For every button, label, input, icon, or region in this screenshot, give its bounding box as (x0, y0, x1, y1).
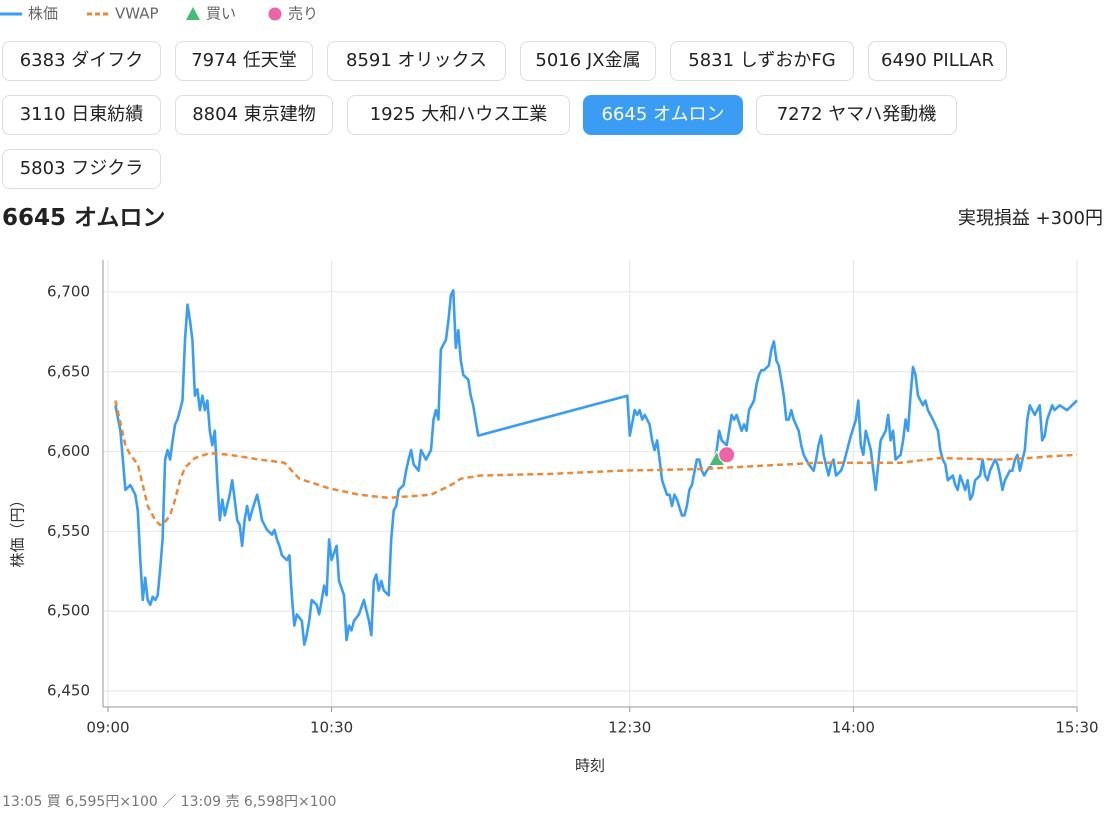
stock-tab[interactable]: 1925 大和ハウス工業 (347, 95, 570, 135)
stock-tab[interactable]: 7974 任天堂 (175, 41, 313, 81)
y-tick-label: 6,450 (47, 682, 90, 700)
vwap-line (114, 400, 1078, 527)
y-tick-label: 6,650 (47, 362, 90, 380)
trade-summary: 13:05 買 6,595円×100 ／ 13:09 売 6,598円×100 (2, 794, 337, 810)
y-tick-label: 6,700 (47, 282, 90, 300)
stock-title: 6645 オムロン (2, 205, 166, 231)
x-tick-label: 14:00 (832, 719, 875, 737)
stock-tab[interactable]: 5831 しずおかFG (670, 41, 854, 81)
legend-label: 売り (288, 5, 318, 23)
x-tick-label: 12:30 (608, 719, 651, 737)
stock-tab[interactable]: 6490 PILLAR (868, 41, 1007, 81)
price-line (114, 289, 1078, 646)
y-tick-label: 6,600 (47, 442, 90, 460)
y-tick-label: 6,500 (47, 602, 90, 620)
legend-label: 株価 (28, 5, 58, 23)
stock-tab[interactable]: 5803 フジクラ (2, 149, 161, 189)
y-tick-label: 6,550 (47, 522, 90, 540)
stock-tab[interactable]: 8591 オリックス (327, 41, 506, 81)
stock-tab[interactable]: 8804 東京建物 (175, 95, 333, 135)
stock-tab[interactable]: 3110 日東紡績 (2, 95, 161, 135)
x-tick-label: 15:30 (1055, 719, 1098, 737)
legend-label: 買い (206, 5, 236, 23)
realized-pnl: 実現損益 +300円 (957, 208, 1103, 229)
stock-tab[interactable]: 7272 ヤマハ発動機 (756, 95, 957, 135)
x-axis-label: 時刻 (575, 757, 605, 775)
stock-tab[interactable]: 6645 オムロン (583, 95, 743, 135)
x-tick-label: 10:30 (310, 719, 353, 737)
x-tick-label: 09:00 (86, 719, 129, 737)
legend-label: VWAP (115, 5, 159, 23)
legend-icon (186, 7, 200, 20)
legend-icon (268, 7, 282, 21)
stock-tab[interactable]: 5016 JX金属 (520, 41, 656, 81)
sell-marker (718, 446, 736, 464)
y-axis-label: 株価（円） (9, 492, 27, 567)
stock-tab[interactable]: 6383 ダイフク (2, 41, 161, 81)
